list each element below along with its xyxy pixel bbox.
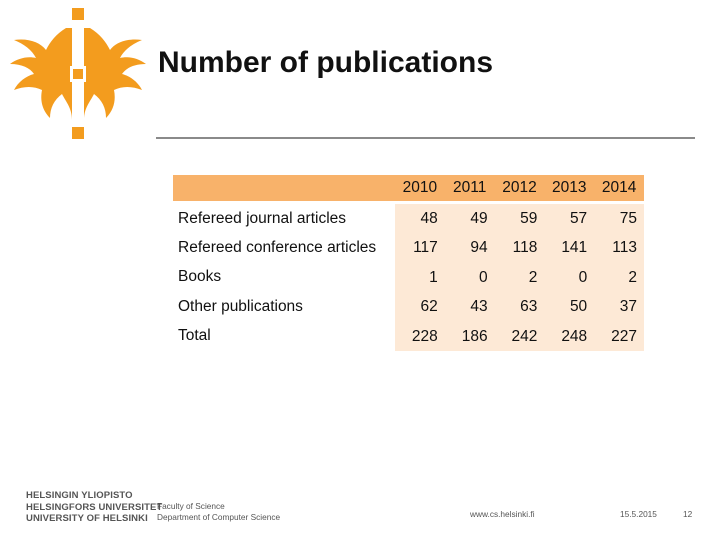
university-name-sv: HELSINGFORS UNIVERSITET: [26, 501, 163, 513]
slide-title: Number of publications: [158, 46, 494, 79]
table-cell: 1: [395, 262, 445, 293]
table-cell: 113: [594, 233, 644, 263]
row-label: Refereed conference articles: [173, 239, 395, 258]
title-divider: [156, 137, 695, 139]
footer-date: 15.5.2015: [620, 509, 657, 519]
footer-faculty: Faculty of Science: [157, 501, 225, 511]
header-year: 2010: [402, 179, 438, 196]
table-cell: 49: [444, 204, 495, 234]
table-cell: 63: [494, 292, 545, 322]
table-cell: 248: [544, 321, 595, 351]
header-label-cell: [173, 175, 395, 201]
university-logo-icon: [10, 8, 146, 139]
table-row: Refereed conference articles 117 94 118 …: [173, 233, 644, 263]
footer-faculty-block: Faculty of Science Department of Compute…: [157, 501, 280, 522]
row-label: Total: [173, 327, 395, 346]
table-cell: 227: [594, 321, 644, 351]
table-cell: 62: [395, 292, 445, 322]
footer-page-number: 12: [683, 509, 693, 519]
table-cell: 43: [444, 292, 495, 322]
table-cell: 57: [544, 204, 595, 234]
table-cell: 0: [444, 262, 495, 293]
table-cell: 37: [594, 292, 644, 322]
table-header-row: 2010 2011 2012 2013 2014: [173, 175, 644, 201]
table-row-total: Total 228 186 242 248 227: [173, 321, 644, 351]
table-row: Other publications 62 43 63 50 37: [173, 292, 644, 322]
publications-table: 2010 2011 2012 2013 2014 Refereed journa…: [173, 175, 644, 351]
header-year: 2013: [552, 179, 587, 196]
table-cell: 242: [494, 321, 545, 351]
row-label: Other publications: [173, 297, 395, 316]
table-row: Refereed journal articles 48 49 59 57 75: [173, 204, 644, 234]
table-cell: 94: [444, 233, 495, 263]
table-cell: 141: [544, 233, 595, 263]
table-cell: 186: [444, 321, 495, 351]
table-cell: 59: [494, 204, 545, 234]
university-name-fi: HELSINGIN YLIOPISTO: [26, 490, 133, 501]
university-name-en: UNIVERSITY OF HELSINKI: [26, 513, 148, 524]
row-label: Books: [173, 268, 395, 287]
table-cell: 2: [594, 262, 644, 293]
university-name-logo: HELSINGIN YLIOPISTO HELSINGFORS UNIVERSI…: [26, 490, 162, 525]
header-year: 2014: [601, 179, 637, 196]
header-year: 2011: [453, 179, 487, 196]
footer-website: www.cs.helsinki.fi: [470, 509, 535, 519]
table-cell: 50: [544, 292, 595, 322]
footer-department: Department of Computer Science: [157, 511, 281, 522]
table-cell: 0: [544, 262, 595, 293]
header-year: 2012: [502, 179, 537, 196]
table-cell: 117: [395, 233, 445, 263]
table-cell: 2: [494, 262, 545, 293]
table-cell: 48: [395, 204, 445, 234]
table-cell: 75: [594, 204, 644, 234]
row-label: Refereed journal articles: [173, 209, 395, 228]
table-row: Books 1 0 2 0 2: [173, 262, 644, 293]
table-cell: 228: [395, 321, 445, 351]
table-cell: 118: [494, 233, 545, 263]
